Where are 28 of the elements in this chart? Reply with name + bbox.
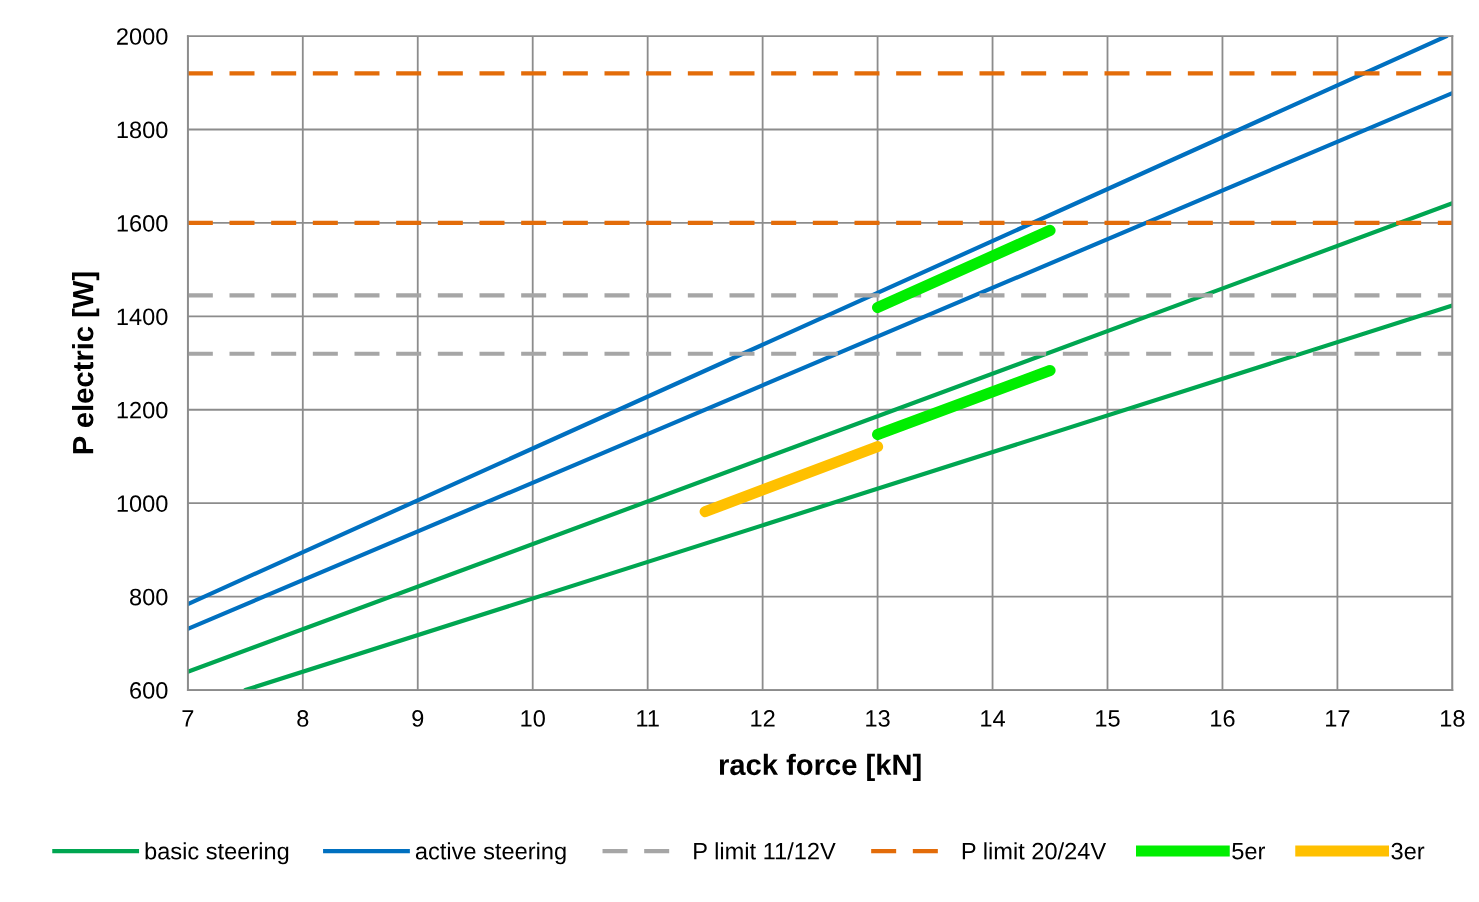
y-tick-label: 600 bbox=[130, 682, 168, 699]
legend-label: 3er bbox=[1391, 842, 1425, 860]
y-tick-label: 1200 bbox=[117, 401, 168, 419]
y-tick-label: 1400 bbox=[117, 308, 168, 326]
x-tick-label: 18 bbox=[1441, 710, 1465, 727]
x-tick-label: 15 bbox=[1096, 710, 1120, 727]
x-tick-label: 10 bbox=[521, 710, 545, 727]
x-tick-label: 16 bbox=[1211, 710, 1235, 727]
x-axis-title: rack force [kN] bbox=[719, 753, 921, 781]
x-tick-label: 11 bbox=[637, 710, 659, 727]
legend-label: basic steering bbox=[145, 842, 289, 865]
legend-label: active steering bbox=[415, 842, 566, 865]
y-tick-label: 1600 bbox=[117, 214, 168, 232]
legend-label: P limit 11/12V bbox=[694, 842, 836, 860]
y-tick-label: 800 bbox=[130, 588, 168, 606]
legend-label: 5er bbox=[1232, 843, 1266, 860]
y-axis-title: P electric [W] bbox=[72, 272, 100, 454]
legend-label: P limit 20/24V bbox=[962, 842, 1107, 860]
x-tick-label: 17 bbox=[1326, 710, 1350, 727]
x-tick-label: 7 bbox=[182, 710, 194, 727]
x-tick-label: 8 bbox=[297, 710, 309, 727]
x-tick-label: 9 bbox=[412, 710, 424, 727]
x-tick-label: 12 bbox=[751, 710, 775, 727]
y-tick-label: 1800 bbox=[117, 121, 168, 139]
y-tick-label: 1000 bbox=[117, 495, 168, 512]
x-tick-label: 13 bbox=[866, 710, 890, 727]
x-tick-label: 14 bbox=[981, 710, 1005, 727]
y-tick-label: 2000 bbox=[117, 28, 168, 45]
